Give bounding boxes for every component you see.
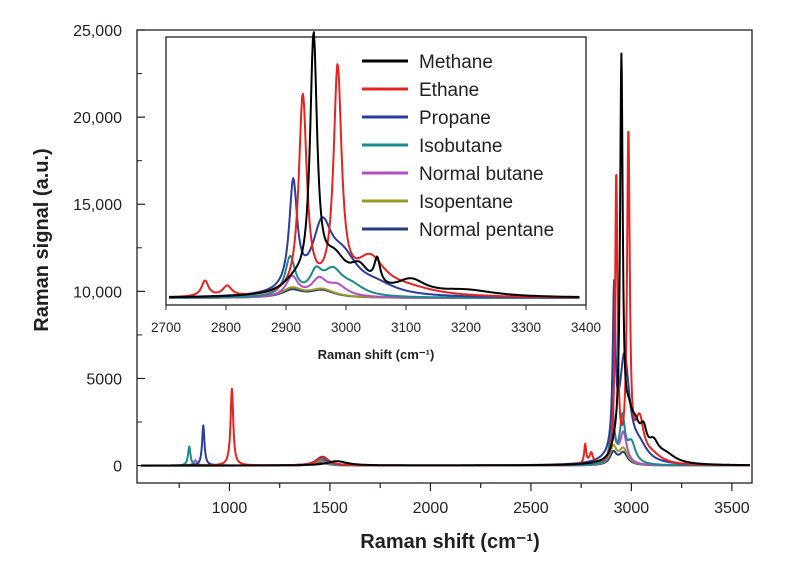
x-tick-label: 3000 xyxy=(614,500,650,517)
x-tick-label: 1000 xyxy=(212,500,248,517)
y-tick-label: 25,000 xyxy=(73,23,122,40)
legend-label-normal-butane: Normal butane xyxy=(419,164,544,185)
inset-x-tick-label: 3300 xyxy=(511,320,541,335)
y-tick-label: 15,000 xyxy=(73,197,122,214)
main-plot-frame xyxy=(136,29,753,484)
main-y-axis-title: Raman signal (a.u.) xyxy=(31,148,53,331)
series-line-methane xyxy=(140,52,751,467)
x-tick-label: 3500 xyxy=(714,500,750,517)
inset-x-tick-label: 2900 xyxy=(271,320,301,335)
legend-label-isopentane: Isopentane xyxy=(419,192,513,213)
inset-x-tick-label: 2800 xyxy=(211,320,241,335)
inset-x-tick-label: 3400 xyxy=(571,320,601,335)
inset-x-axis: 2700 2800 2900 3000 3100 3200 3300 3400 xyxy=(151,305,601,335)
inset-series-group xyxy=(168,31,580,299)
series-line-propane xyxy=(140,279,751,467)
x-tick-label: 2000 xyxy=(413,500,449,517)
legend-label-normal-pentane: Normal pentane xyxy=(419,220,554,241)
inset-x-tick-label: 3200 xyxy=(451,320,481,335)
legend-label-methane: Methane xyxy=(419,52,493,73)
x-tick-label: 1500 xyxy=(312,500,348,517)
main-x-axis-title: Raman shift (cm⁻¹) xyxy=(360,531,539,553)
y-tick-label: 20,000 xyxy=(73,110,122,127)
legend: Methane Ethane Propane Isobutane Normal buta… xyxy=(362,52,554,241)
y-tick-label: 0 xyxy=(113,459,122,476)
inset-series-line-methane xyxy=(168,31,580,299)
inset-x-tick-label: 2700 xyxy=(151,320,181,335)
main-x-axis: 1000 1500 2000 2500 3000 3500 xyxy=(178,483,750,517)
inset-x-tick-label: 3100 xyxy=(391,320,421,335)
inset-series-line-ethane xyxy=(168,63,580,299)
main-series-group xyxy=(140,52,751,467)
main-y-axis: 0 5000 10,000 15,000 20,000 25,000 xyxy=(73,23,145,476)
inset-x-axis-title: Raman shift (cm⁻¹) xyxy=(318,347,435,362)
y-tick-label: 10,000 xyxy=(73,284,122,301)
legend-label-propane: Propane xyxy=(419,108,491,129)
legend-label-ethane: Ethane xyxy=(419,80,479,101)
legend-label-isobutane: Isobutane xyxy=(419,136,502,157)
y-tick-label: 5000 xyxy=(86,371,122,388)
inset-x-tick-label: 3000 xyxy=(331,320,361,335)
x-tick-label: 2500 xyxy=(513,500,549,517)
